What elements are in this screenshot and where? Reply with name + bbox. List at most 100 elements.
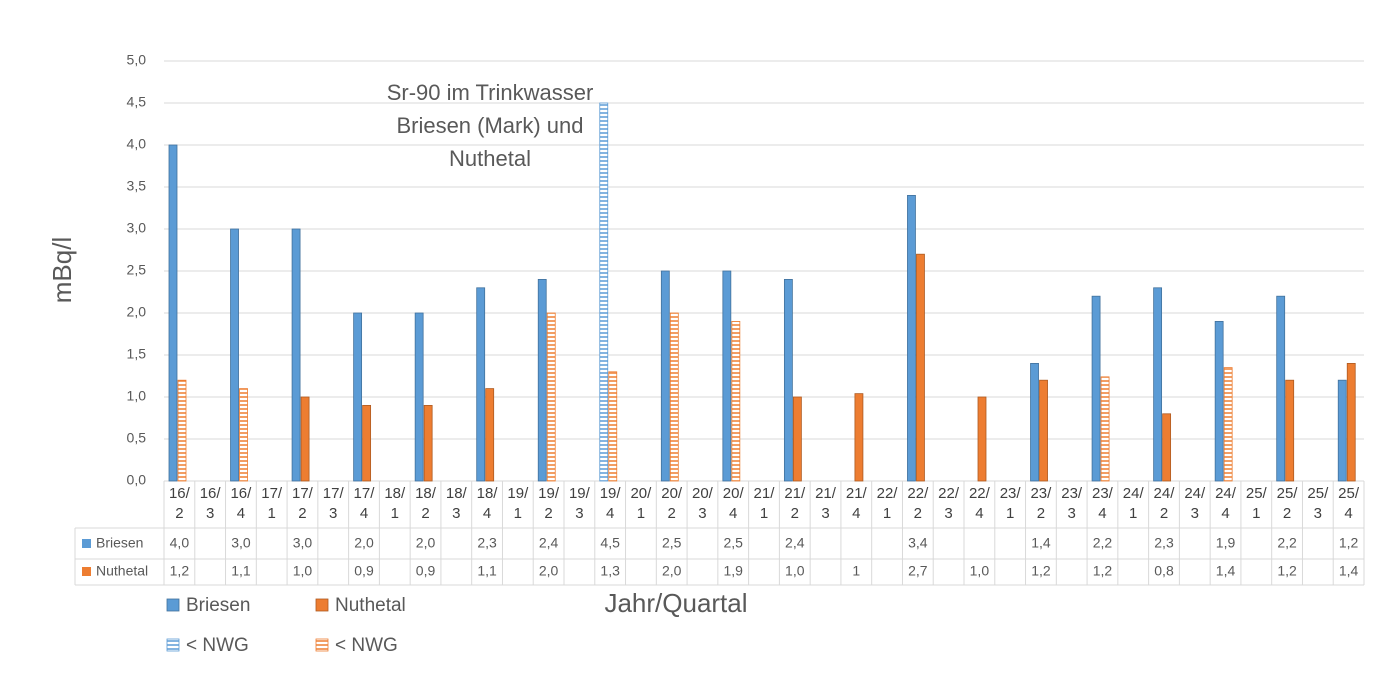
- bar: [414, 312, 424, 482]
- legend-key: [82, 567, 91, 576]
- data-label: 3,4: [908, 535, 928, 551]
- x-tick-label: 18/1: [379, 484, 410, 524]
- bar: [731, 320, 741, 482]
- legend-swatch: [315, 638, 329, 652]
- bar: [239, 388, 248, 482]
- x-tick-text: 16/4: [230, 485, 252, 522]
- data-label: 1,0: [785, 563, 805, 579]
- legend-label: Nuthetal: [335, 595, 406, 616]
- x-tick-text: 18/2: [415, 485, 436, 522]
- x-tick-text: 19/2: [538, 485, 560, 522]
- x-tick-text: 23/1: [999, 485, 1021, 522]
- legend-swatch: [166, 598, 180, 612]
- bar: [907, 194, 916, 482]
- data-label: 1,1: [477, 563, 497, 579]
- x-tick-text: 24/2: [1153, 485, 1175, 522]
- x-tick-text: 25/4: [1338, 485, 1360, 522]
- data-label: 2,2: [1093, 535, 1113, 551]
- bar: [1039, 379, 1048, 482]
- x-tick-text: 25/2: [1276, 485, 1298, 522]
- bar: [423, 404, 433, 482]
- x-tick-text: 20/4: [722, 485, 744, 522]
- y-tick-label: 0,5: [127, 430, 147, 446]
- data-label: 2,5: [723, 535, 743, 551]
- x-tick-label: 21/4: [841, 484, 872, 524]
- data-label: 0,9: [354, 563, 374, 579]
- x-tick-label: 22/2: [902, 484, 933, 524]
- data-label: 2,5: [662, 535, 682, 551]
- data-label: 1,2: [1093, 563, 1113, 579]
- x-tick-text: 24/3: [1184, 485, 1206, 522]
- x-tick-text: 23/3: [1061, 485, 1083, 522]
- bar: [1214, 320, 1224, 482]
- x-tick-label: 22/4: [964, 484, 995, 524]
- x-tick-text: 18/3: [445, 485, 467, 522]
- x-tick-text: 22/4: [968, 485, 990, 522]
- data-label: 0,8: [1154, 563, 1174, 579]
- data-label: 2,0: [662, 563, 682, 579]
- x-tick-text: 20/2: [661, 485, 683, 522]
- x-tick-label: 20/1: [626, 484, 657, 524]
- x-tick-label: 21/2: [779, 484, 810, 524]
- x-tick-label: 17/4: [349, 484, 380, 524]
- x-tick-text: 17/2: [292, 485, 313, 522]
- data-label: 2,2: [1277, 535, 1297, 551]
- legend-swatch: [315, 598, 329, 612]
- data-label: 1,9: [723, 563, 743, 579]
- x-tick-label: 17/2: [287, 484, 318, 524]
- x-tick-label: 20/4: [718, 484, 749, 524]
- x-tick-label: 25/3: [1302, 484, 1333, 524]
- data-label: 0,9: [416, 563, 436, 579]
- data-label: 2,0: [354, 535, 374, 551]
- x-tick-label: 24/3: [1179, 484, 1210, 524]
- x-tick-text: 17/3: [322, 485, 344, 522]
- x-tick-label: 23/2: [1026, 484, 1057, 524]
- bar: [783, 278, 793, 482]
- bar: [1153, 287, 1163, 482]
- bar: [1030, 362, 1039, 482]
- bar: [362, 404, 372, 482]
- y-tick-label: 1,5: [127, 346, 147, 362]
- x-tick-text: 18/4: [476, 485, 498, 522]
- x-tick-text: 19/1: [507, 485, 529, 522]
- x-tick-text: 22/2: [907, 485, 929, 522]
- x-tick-text: 21/2: [784, 485, 806, 522]
- legend-label: < NWG: [186, 635, 249, 656]
- bar: [1162, 413, 1172, 482]
- bar: [977, 396, 987, 482]
- y-axis-label: mBq/l: [47, 237, 77, 303]
- x-tick-text: 16/2: [168, 485, 190, 522]
- bar: [608, 371, 618, 482]
- x-tick-text: 23/4: [1092, 485, 1113, 522]
- data-label: 1,9: [1216, 535, 1236, 551]
- data-label: 2,0: [539, 563, 559, 579]
- bar: [1285, 379, 1295, 482]
- x-tick-text: 19/4: [599, 485, 621, 522]
- data-label: 4,0: [170, 535, 190, 551]
- data-label: 2,4: [539, 535, 559, 551]
- x-tick-label: 16/3: [195, 484, 226, 524]
- data-label: 2,7: [908, 563, 928, 579]
- x-tick-label: 24/2: [1149, 484, 1180, 524]
- x-tick-label: 24/4: [1210, 484, 1241, 524]
- x-tick-label: 17/1: [256, 484, 287, 524]
- table-row-label: Briesen: [96, 535, 143, 551]
- x-tick-text: 17/4: [353, 485, 375, 522]
- bar: [792, 396, 802, 482]
- x-tick-label: 17/3: [318, 484, 349, 524]
- legend-label: < NWG: [335, 635, 398, 656]
- x-tick-text: 21/4: [845, 485, 867, 522]
- y-tick-label: 1,0: [127, 388, 147, 404]
- y-tick-label: 3,0: [127, 220, 147, 236]
- bar: [177, 379, 187, 482]
- x-tick-label: 24/1: [1118, 484, 1149, 524]
- y-tick-label: 3,5: [127, 178, 147, 194]
- data-label: 1,2: [170, 563, 190, 579]
- x-tick-text: 23/2: [1030, 485, 1052, 522]
- x-tick-label: 19/2: [533, 484, 564, 524]
- x-tick-label: 23/1: [995, 484, 1026, 524]
- x-tick-text: 21/1: [753, 485, 775, 522]
- bar: [168, 144, 178, 482]
